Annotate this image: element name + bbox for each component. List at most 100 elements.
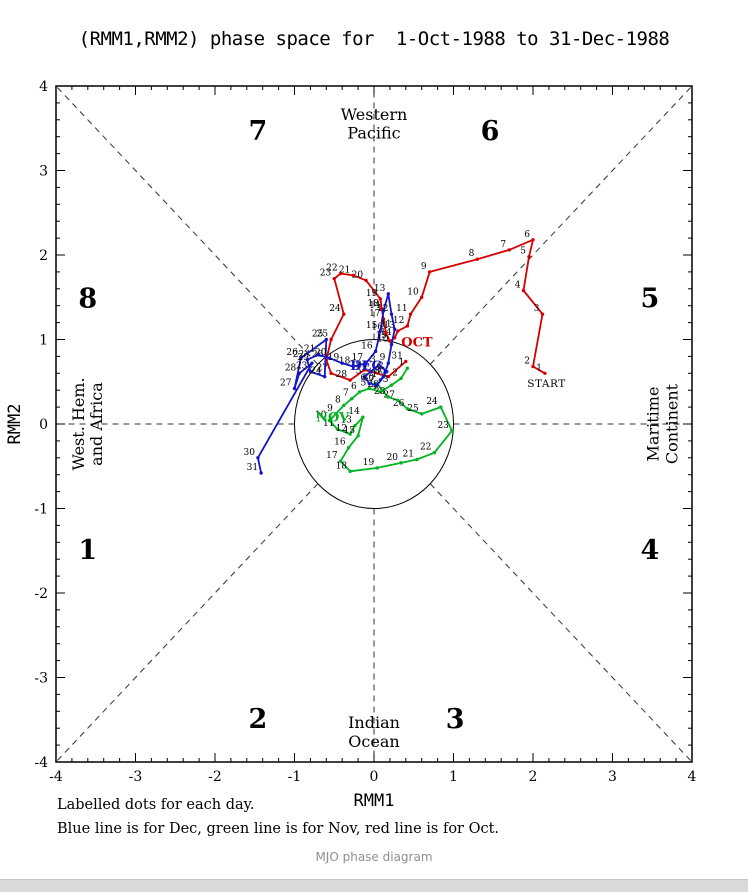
day-point-dec-24 [323,374,327,379]
day-label: 10 [315,411,327,421]
region-western-pacific: Western [341,105,408,124]
day-point-nov-21 [415,457,419,462]
day-label: 16 [361,341,373,351]
day-point-nov-26 [405,407,410,411]
day-label: 16 [371,323,383,333]
day-label: 19 [328,353,340,363]
day-label: 6 [524,230,530,240]
day-label: 2 [378,362,384,372]
y-tick-label: -1 [34,502,48,518]
day-point-nov-17 [338,459,343,463]
day-point-oct-30 [386,374,391,379]
day-point-oct-12 [405,324,410,328]
day-point-nov-2 [399,376,403,381]
day-point-nov-15 [356,434,360,438]
day-point-oct-6 [531,238,535,242]
month-label-dec: DEC [350,359,382,374]
day-label: 21 [402,449,413,459]
day-label: 28 [374,387,386,397]
day-label: 18 [336,461,348,471]
day-label: 22 [326,264,337,274]
phase-number-1: 1 [78,535,97,566]
day-label: 18 [339,357,351,367]
day-point-oct-22 [338,271,343,276]
day-point-nov-14 [361,415,365,419]
day-point-nov-22 [432,451,437,455]
day-point-dec-4 [369,369,373,374]
region-west-hem-africa: and Africa [87,382,106,466]
dashed-guide-line [55,85,319,365]
y-tick-label: 2 [39,248,48,264]
day-point-dec-20 [327,356,332,360]
day-point-dec-26 [299,356,303,360]
day-label: 23 [296,362,308,372]
day-point-dec-19 [340,361,344,365]
footnote-dots: Labelled dots for each day. [57,797,255,813]
day-label: 17 [326,451,338,461]
phase-number-8: 8 [78,283,97,314]
day-point-dec-21 [316,353,321,357]
region-indian-ocean: Ocean [348,732,399,751]
day-point-dec-31 [259,471,263,475]
day-point-nov-3 [389,383,394,387]
day-label: 13 [374,284,386,294]
day-label: 29 [298,353,310,363]
x-tick-label: -2 [208,769,222,785]
day-label: 5 [356,367,362,377]
x-tick-label: 0 [370,769,379,785]
day-label: 9 [327,404,333,414]
day-label: 1 [399,358,405,368]
day-point-oct-5 [527,254,531,259]
dashed-guide-line [429,483,693,763]
day-label: 16 [334,438,346,448]
day-label: 7 [343,389,349,399]
day-point-dec-11 [392,327,397,332]
day-label: 14 [369,301,381,311]
day-point-nov-23 [450,429,454,433]
day-point-nov-13 [353,423,357,428]
day-point-nov-9 [334,412,338,416]
day-point-dec-8 [381,374,386,379]
day-label: 25 [407,404,419,414]
day-label: 31 [247,463,258,473]
day-point-oct-3 [540,312,545,316]
day-point-nov-6 [357,390,362,394]
phase-number-6: 6 [481,116,500,147]
day-label: 8 [375,367,381,377]
day-label: 7 [500,240,506,250]
day-label: 7 [368,375,374,385]
day-label: 2 [392,368,398,378]
day-label: 10 [407,287,419,297]
region-indian-ocean: Indian [348,713,400,732]
day-point-oct-28 [348,378,352,382]
day-label: 15 [366,321,378,331]
day-point-oct-21 [351,273,356,277]
day-point-dec-13 [386,292,391,296]
y-axis-title: RMM2 [5,404,25,445]
day-point-dec-25 [324,337,328,342]
day-label: 15 [344,426,356,436]
day-point-dec-5 [362,374,367,379]
x-tick-label: 3 [608,769,617,785]
day-label: 26 [393,399,405,409]
day-label: 1 [536,363,542,373]
day-label: 19 [363,458,375,468]
day-label: 22 [420,443,431,453]
y-tick-label: 0 [39,417,48,433]
day-point-oct-8 [475,257,480,261]
day-point-dec-22 [305,358,309,362]
day-point-oct-31 [404,359,408,364]
day-label: 14 [348,407,360,417]
day-point-nov-7 [350,396,354,401]
day-label: 12 [393,316,404,326]
day-point-nov-25 [420,412,424,416]
x-tick-label: 2 [529,769,538,785]
day-point-oct-11 [408,312,413,316]
day-point-dec-15 [378,329,383,333]
day-label: 20 [387,453,399,463]
day-label: 30 [374,367,386,377]
day-label: 27 [317,363,329,373]
day-point-dec-14 [381,309,386,313]
day-point-dec-18 [351,364,356,369]
